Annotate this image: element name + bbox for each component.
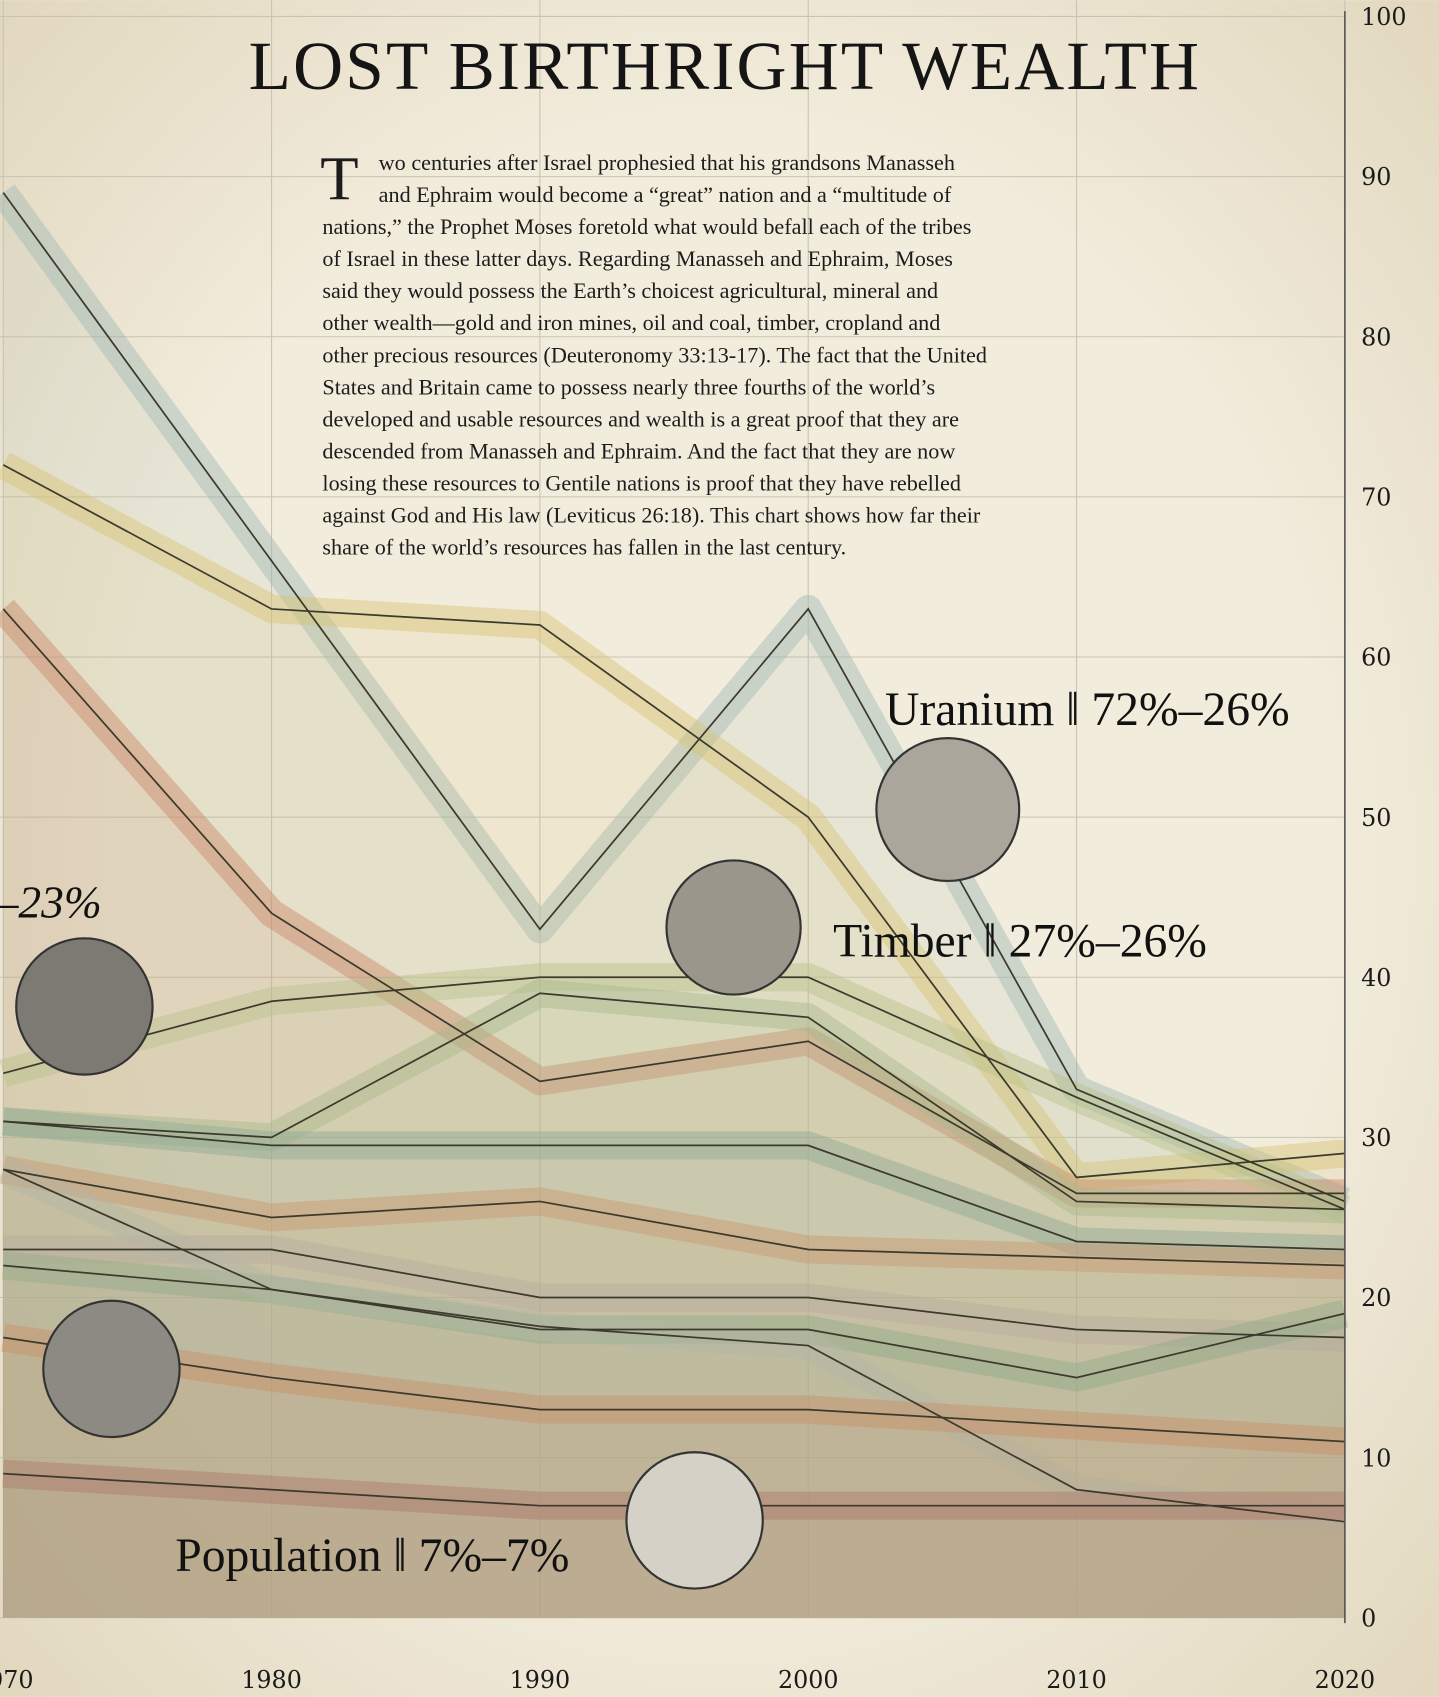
y-tick-label: 40 [1361, 964, 1391, 992]
ticks: 0 10 20 30 40 50 60 70 80 90 100 1970 1980 1990 2000 20… [0, 3, 1407, 1694]
series-line [3, 1264, 1346, 1379]
y-tick-label: 90 [1361, 163, 1391, 191]
cattle-icon [42, 1299, 181, 1439]
series-area [3, 1249, 1345, 1618]
coal-icon [15, 937, 154, 1076]
icons [15, 737, 1021, 1590]
paragraph-line: said they would possess the Earth’s choi… [322, 278, 938, 303]
paragraph-line: losing these resources to Gentile nation… [322, 470, 961, 495]
y-tick-label: 70 [1361, 484, 1391, 512]
paragraph-line: share of the world’s resources has falle… [322, 534, 846, 559]
paragraph-line: of Israel in these latter days. Regardin… [322, 246, 953, 271]
y-tick-label: 30 [1361, 1124, 1391, 1152]
paragraph-line: other precious resources (Deuteronomy 33… [322, 342, 987, 367]
x-tick-label: 1970 [0, 1666, 34, 1694]
y-tick-label: 80 [1361, 323, 1391, 351]
series-line [3, 1248, 1345, 1339]
x-tick-label: 1980 [241, 1666, 302, 1694]
paragraph: wo centuries after Israel prophesied tha… [322, 150, 987, 559]
series-line [2, 464, 1345, 1179]
population-icon [625, 1451, 764, 1590]
series-line [3, 1120, 1345, 1251]
series-line [2, 192, 1346, 1203]
uranium-icon [875, 737, 1021, 883]
timber-icon [665, 859, 802, 996]
annotation: Uranium ‖ 72%–26% [885, 684, 1290, 736]
paragraph-line: wo centuries after Israel prophesied tha… [379, 150, 955, 175]
series-line [3, 1168, 1345, 1267]
annotation: –23% [0, 878, 102, 928]
x-tick-label: 2020 [1315, 1666, 1376, 1694]
x-tick-label: 2000 [778, 1666, 839, 1694]
series-line [2, 608, 1345, 1195]
y-tick-label: 20 [1361, 1284, 1391, 1312]
paragraph-line: States and Britain came to possess nearl… [322, 374, 935, 399]
paragraph-line: developed and usable resources and wealt… [322, 406, 959, 431]
annotation: Timber ‖ 27%–26% [833, 916, 1207, 968]
series-area [3, 1265, 1345, 1618]
paragraph-line: and Ephraim would become a “great” natio… [379, 182, 952, 207]
y-tick-label: 60 [1361, 644, 1391, 672]
annotations: Uranium ‖ 72%–26% Timber ‖ 27%–26% Populat… [0, 684, 1290, 1582]
annotation: Population ‖ 7%–7% [175, 1530, 569, 1582]
y-tick-label: 100 [1361, 3, 1406, 31]
paragraph-line: nations,” the Prophet Moses foretold wha… [322, 214, 971, 239]
series-line [3, 1336, 1345, 1443]
drop-cap: T [320, 143, 358, 213]
series-line [3, 976, 1346, 1211]
series-line [2, 1168, 1345, 1523]
paragraph-line: against God and His law (Leviticus 26:18… [322, 502, 980, 527]
y-tick-label: 10 [1361, 1444, 1391, 1472]
y-tick-label: 50 [1361, 804, 1391, 832]
series-area [3, 993, 1345, 1618]
x-tick-label: 1990 [510, 1666, 571, 1694]
y-tick-label: 0 [1361, 1604, 1376, 1632]
chart-title: LOST BIRTHRIGHT WEALTH [249, 27, 1202, 104]
series-area [3, 464, 1345, 1618]
series-line [3, 992, 1345, 1211]
paragraph-line: other wealth—gold and iron mines, oil an… [322, 310, 940, 335]
x-tick-label: 2010 [1046, 1666, 1107, 1694]
paragraph-line: descended from Manasseh and Ephraim. And… [322, 438, 955, 463]
